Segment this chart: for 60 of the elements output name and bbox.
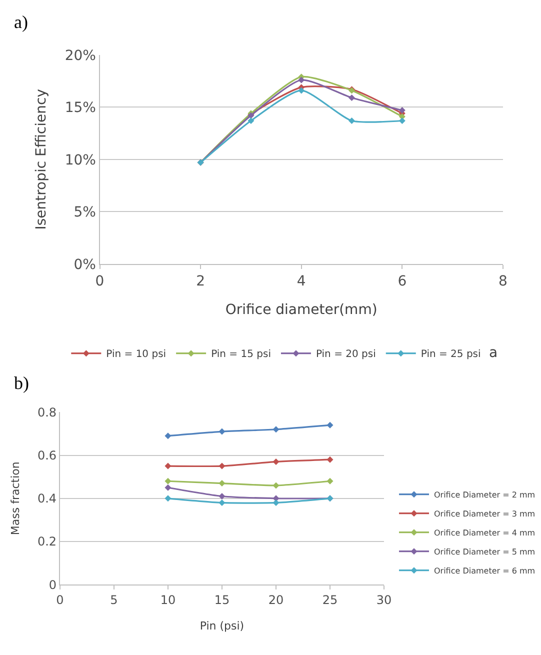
y-tick-label: 0.2	[37, 534, 57, 549]
chart-title: b)	[14, 373, 29, 393]
point	[298, 87, 305, 94]
y-tick-label: 15%	[64, 100, 96, 116]
point	[218, 428, 226, 435]
x-axis-title: Pin (psi)	[200, 619, 244, 632]
point	[298, 76, 305, 84]
point	[272, 482, 280, 489]
y-tick-label: 0.4	[37, 492, 57, 506]
point	[164, 478, 172, 484]
point	[218, 462, 226, 470]
x-tick-label: 4	[296, 274, 306, 290]
y-tick-label: 0.6	[37, 448, 57, 462]
point	[272, 499, 280, 506]
y-tick-label: 20%	[64, 48, 96, 64]
legend-label: Pin = 20 psi	[316, 349, 376, 360]
legend-label: Pin = 15 psi	[211, 349, 271, 360]
point	[348, 117, 356, 124]
point	[326, 456, 334, 463]
legend-label: Orifice Diameter = 5 mm	[434, 547, 536, 556]
point	[218, 480, 226, 487]
y-tick-label: 10%	[64, 152, 96, 168]
x-tick-label: 25	[322, 593, 338, 608]
text: a	[489, 345, 498, 361]
point	[164, 462, 172, 470]
legend-label: Orifice Diameter = 6 mm	[434, 566, 536, 576]
x-tick-label: 5	[110, 593, 118, 608]
point	[326, 478, 334, 484]
point	[248, 117, 254, 124]
y-tick-label: 0.8	[37, 405, 57, 420]
point	[164, 484, 172, 491]
point	[272, 458, 280, 465]
point	[164, 432, 172, 440]
legend-label: Orifice Diameter = 4 mm	[434, 528, 536, 538]
y-axis-title: Mass fraction	[9, 462, 22, 536]
point	[348, 94, 356, 102]
chart-title: a)	[14, 12, 28, 32]
x-axis-title: Orifice diameter(mm)	[225, 302, 378, 318]
y-tick-label: 5%	[74, 204, 96, 221]
x-tick-label: 10	[160, 593, 176, 608]
x-tick-label: 2	[196, 274, 206, 290]
x-tick-label: 8	[498, 274, 508, 290]
x-tick-label: 20	[268, 593, 284, 608]
x-tick-label: 15	[214, 593, 230, 608]
legend-label: Orifice Diameter = 3 mm	[434, 509, 536, 518]
legend-label: Orifice Diameter = 2 mm	[434, 490, 536, 500]
point	[218, 492, 226, 500]
y-axis-title: Isentropic Efficiency	[33, 89, 50, 230]
point	[326, 422, 334, 428]
y-tick-label: 0	[48, 578, 57, 592]
legend-label: Pin = 10 psi	[106, 349, 166, 360]
x-tick-label: 30	[376, 593, 392, 608]
point	[272, 426, 280, 433]
point	[164, 495, 172, 502]
x-tick-label: 6	[398, 274, 407, 290]
y-tick-label: 0%	[74, 256, 96, 273]
point	[218, 499, 226, 506]
point	[398, 117, 406, 124]
legend-label: Pin = 25 psi	[420, 349, 481, 360]
point	[398, 107, 406, 114]
